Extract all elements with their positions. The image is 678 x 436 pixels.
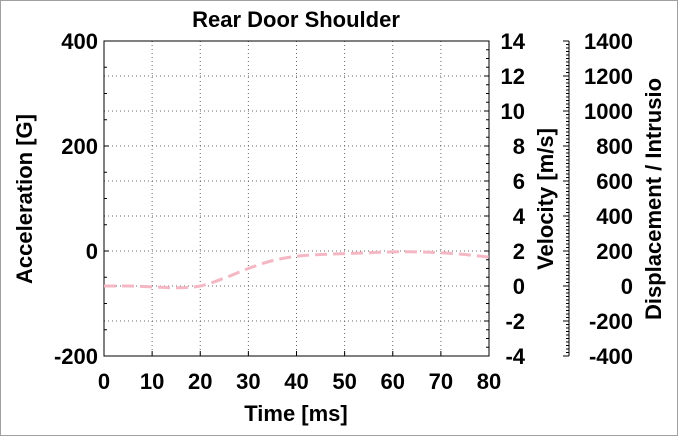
velocity-tick-label: 4: [513, 204, 526, 229]
displacement-tick-label: 600: [596, 169, 633, 194]
velocity-tick-label: 12: [501, 64, 525, 89]
velocity-tick-label: 2: [513, 239, 525, 264]
x-tick-label: 50: [332, 369, 356, 394]
acceleration-axis: -200 0 200 400: [54, 29, 109, 369]
grid: [104, 41, 489, 356]
x-tick-label: 80: [477, 369, 501, 394]
series-line: [103, 250, 490, 290]
displacement-tick-label: 800: [596, 134, 633, 159]
displacement-tick-label: 200: [596, 239, 633, 264]
displacement-tick-label: 1400: [584, 29, 633, 54]
velocity-tick-label: 8: [513, 134, 525, 159]
x-tick-label: 10: [140, 369, 164, 394]
acceleration-tick-label: 200: [61, 134, 98, 159]
velocity-tick-label: 10: [501, 99, 525, 124]
velocity-axis: -4 -2 0 2 4 6 8 10 12 14: [484, 29, 526, 369]
displacement-axis: -400 -200 0 200 400 600 800 1000 1200 1400: [563, 29, 633, 369]
velocity-tick-label: 14: [501, 29, 526, 54]
velocity-tick-label: 0: [513, 274, 525, 299]
plot-area: [103, 40, 490, 357]
velocity-tick-label: -2: [505, 309, 525, 334]
velocity-tick-label: -4: [505, 344, 525, 369]
acceleration-tick-label: 0: [86, 239, 98, 264]
chart-title: Rear Door Shoulder: [192, 7, 400, 32]
displacement-tick-label: 1200: [584, 64, 633, 89]
x-tick-label: 40: [284, 369, 308, 394]
displacement-tick-label: -200: [589, 309, 633, 334]
velocity-axis-label: Velocity [m/s]: [533, 128, 558, 270]
displacement-tick-label: 0: [621, 274, 633, 299]
displacement-axis-label: Displacement / Intrusio: [641, 78, 666, 320]
x-tick-label: 60: [381, 369, 405, 394]
velocity-tick-label: 6: [513, 169, 525, 194]
acceleration-tick-label: 400: [61, 29, 98, 54]
x-axis: 0 10 20 30 40 50 60 70 80: [98, 351, 501, 394]
series-layer: [103, 250, 490, 290]
x-tick-label: 0: [98, 369, 110, 394]
x-tick-label: 70: [429, 369, 453, 394]
x-tick-label: 20: [188, 369, 212, 394]
acceleration-tick-label: -200: [54, 344, 98, 369]
displacement-tick-label: 1000: [584, 99, 633, 124]
displacement-tick-label: -400: [589, 344, 633, 369]
x-axis-label: Time [ms]: [244, 401, 348, 426]
acceleration-axis-label: Acceleration [G]: [12, 114, 37, 284]
displacement-tick-label: 400: [596, 204, 633, 229]
x-tick-label: 30: [236, 369, 260, 394]
